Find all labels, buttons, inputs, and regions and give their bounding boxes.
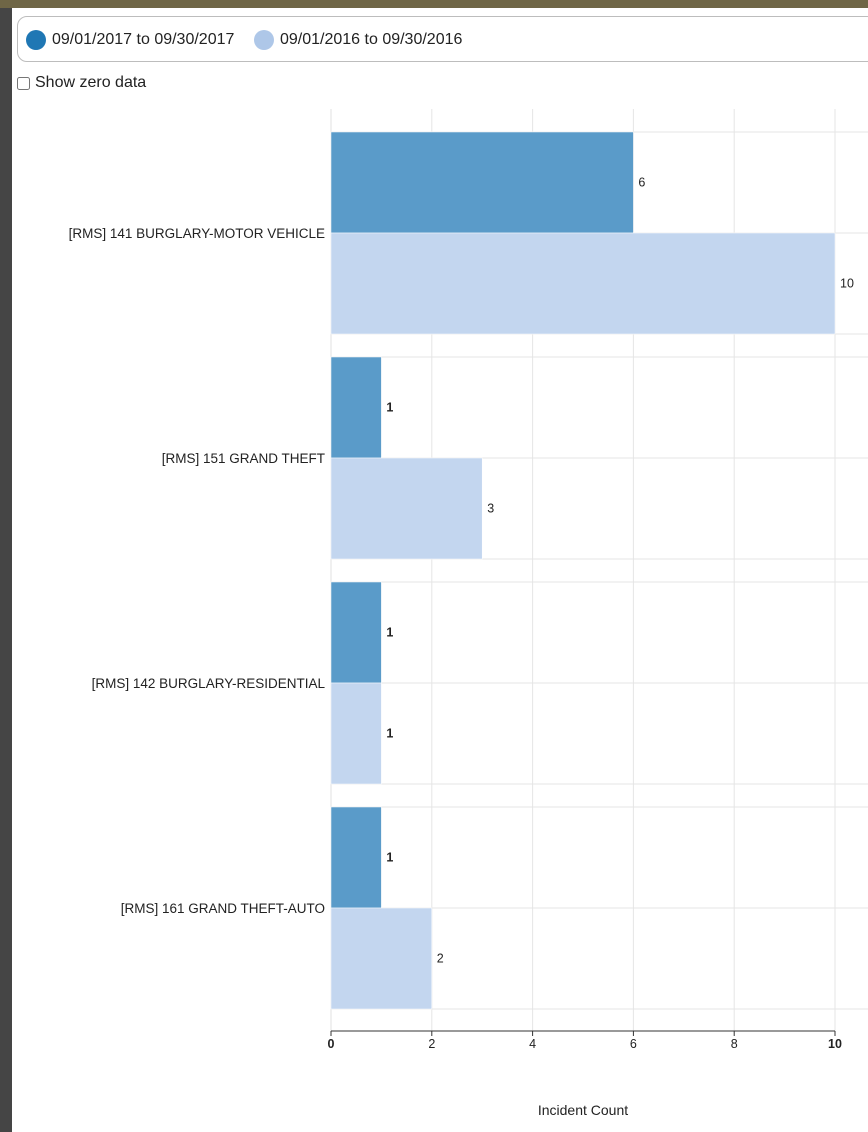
bar-2016-2 bbox=[330, 682, 382, 785]
value-label: 1 bbox=[386, 401, 393, 415]
tick-label: 8 bbox=[731, 1037, 738, 1051]
show-zero-toggle[interactable]: Show zero data bbox=[17, 74, 146, 92]
legend: 09/01/2017 to 09/30/2017 09/01/2016 to 0… bbox=[17, 16, 868, 62]
category-label: [RMS] 151 GRAND THEFT bbox=[162, 451, 325, 466]
value-label: 2 bbox=[437, 952, 444, 966]
bars bbox=[330, 131, 836, 1010]
tick-label: 10 bbox=[828, 1037, 842, 1051]
bar-2016-0 bbox=[330, 232, 836, 335]
legend-label-2016: 09/01/2016 to 09/30/2016 bbox=[280, 31, 463, 48]
category-label: [RMS] 142 BURGLARY-RESIDENTIAL bbox=[92, 676, 326, 691]
bar-2017-0 bbox=[330, 131, 634, 234]
legend-item-2017[interactable]: 09/01/2017 to 09/30/2017 bbox=[26, 17, 234, 63]
bar-2017-2 bbox=[330, 581, 382, 684]
show-zero-label: Show zero data bbox=[35, 74, 147, 91]
legend-dot-2017-icon bbox=[26, 30, 46, 50]
legend-label-2017: 09/01/2017 to 09/30/2017 bbox=[52, 31, 235, 48]
tick-label: 4 bbox=[529, 1037, 536, 1051]
category-label: [RMS] 141 BURGLARY-MOTOR VEHICLE bbox=[69, 226, 325, 241]
tick-label: 2 bbox=[428, 1037, 435, 1051]
value-label: 1 bbox=[386, 851, 393, 865]
tick-label: 6 bbox=[630, 1037, 637, 1051]
chart-panel: 09/01/2017 to 09/30/2017 09/01/2016 to 0… bbox=[12, 8, 868, 1132]
bar-2017-1 bbox=[330, 356, 382, 459]
category-label: [RMS] 161 GRAND THEFT-AUTO bbox=[121, 901, 325, 916]
legend-item-2016[interactable]: 09/01/2016 to 09/30/2016 bbox=[254, 17, 462, 63]
value-label: 10 bbox=[840, 277, 854, 291]
value-label: 6 bbox=[638, 176, 645, 190]
value-label: 1 bbox=[386, 727, 393, 741]
tick-label: 0 bbox=[328, 1037, 335, 1051]
labels: 610[RMS] 141 BURGLARY-MOTOR VEHICLE13[RM… bbox=[69, 176, 854, 1119]
value-label: 1 bbox=[386, 626, 393, 640]
bar-2016-3 bbox=[330, 907, 433, 1010]
bar-2016-1 bbox=[330, 457, 483, 560]
window-frame-top bbox=[0, 0, 868, 8]
show-zero-checkbox[interactable] bbox=[17, 76, 30, 90]
bar-2017-3 bbox=[330, 806, 382, 909]
value-label: 3 bbox=[487, 502, 494, 516]
legend-dot-2016-icon bbox=[254, 30, 274, 50]
x-axis-title: Incident Count bbox=[538, 1102, 628, 1118]
